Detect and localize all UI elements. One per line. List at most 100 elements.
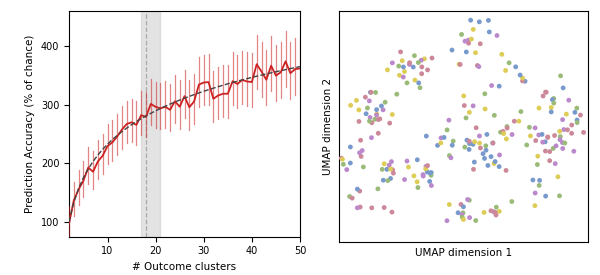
Point: [338, 157, 347, 161]
Point: [556, 74, 565, 78]
Bar: [141, 11, 160, 236]
Point: [494, 84, 504, 88]
Point: [338, 162, 348, 167]
Point: [567, 131, 577, 136]
Point: [436, 141, 446, 145]
Point: [482, 132, 492, 137]
Point: [511, 65, 520, 69]
Point: [470, 139, 479, 144]
Point: [497, 52, 506, 57]
Point: [491, 213, 501, 217]
Point: [470, 160, 479, 164]
Point: [476, 146, 485, 150]
Point: [422, 170, 432, 174]
Point: [556, 134, 565, 139]
Point: [472, 126, 481, 130]
Point: [507, 199, 517, 204]
Point: [549, 101, 559, 105]
Point: [379, 162, 389, 166]
Point: [417, 65, 427, 69]
Point: [346, 103, 355, 108]
Point: [445, 153, 454, 158]
Point: [535, 183, 544, 188]
Point: [541, 90, 550, 94]
Point: [365, 115, 375, 120]
Point: [466, 18, 475, 22]
Y-axis label: Prediction Accuracy (% of chance): Prediction Accuracy (% of chance): [25, 35, 35, 213]
Point: [352, 98, 361, 103]
Point: [489, 210, 499, 214]
Point: [367, 206, 377, 210]
Point: [555, 129, 565, 133]
Point: [379, 205, 389, 210]
Point: [514, 119, 524, 123]
Point: [545, 158, 554, 163]
Point: [416, 58, 426, 62]
Point: [533, 154, 542, 158]
Point: [396, 50, 406, 54]
Point: [562, 112, 571, 116]
Point: [445, 202, 454, 207]
Point: [530, 204, 539, 208]
Point: [442, 128, 452, 132]
Point: [480, 107, 490, 111]
Point: [478, 152, 488, 156]
Point: [490, 159, 500, 164]
Point: [489, 161, 499, 166]
Point: [538, 140, 547, 144]
Point: [409, 174, 419, 178]
Point: [464, 110, 474, 115]
Point: [481, 148, 491, 152]
Point: [366, 90, 376, 94]
Point: [373, 117, 383, 122]
Point: [550, 161, 560, 166]
Y-axis label: UMAP dimension 2: UMAP dimension 2: [323, 78, 334, 175]
Point: [372, 112, 382, 116]
Point: [509, 119, 519, 123]
Point: [547, 105, 556, 110]
Point: [518, 76, 527, 80]
Point: [386, 167, 395, 171]
Point: [530, 191, 540, 195]
Point: [365, 119, 374, 123]
Point: [457, 215, 467, 219]
Point: [492, 33, 502, 38]
Point: [545, 149, 554, 154]
Point: [404, 165, 413, 169]
Point: [468, 142, 478, 147]
Point: [353, 187, 362, 191]
Point: [398, 75, 408, 79]
Point: [501, 68, 511, 73]
Point: [490, 210, 500, 214]
Point: [372, 108, 382, 112]
Point: [417, 72, 427, 76]
Point: [425, 171, 435, 175]
Point: [530, 126, 540, 130]
Point: [447, 48, 457, 52]
Point: [488, 141, 497, 145]
Point: [570, 110, 580, 115]
Point: [386, 176, 395, 181]
Point: [361, 95, 370, 99]
Point: [463, 197, 472, 202]
Point: [490, 113, 499, 117]
Point: [413, 158, 422, 162]
Point: [354, 108, 364, 112]
Point: [475, 42, 485, 46]
Point: [423, 163, 433, 168]
Point: [526, 134, 535, 138]
Point: [423, 68, 433, 72]
Point: [550, 133, 559, 138]
Point: [457, 32, 466, 37]
Point: [361, 112, 371, 116]
Point: [464, 139, 474, 144]
Point: [419, 57, 429, 61]
Point: [426, 173, 436, 177]
Point: [507, 132, 517, 137]
Point: [421, 164, 431, 169]
Point: [587, 144, 597, 148]
Point: [448, 139, 458, 143]
Point: [549, 96, 559, 101]
Point: [388, 167, 397, 172]
Point: [462, 138, 472, 142]
